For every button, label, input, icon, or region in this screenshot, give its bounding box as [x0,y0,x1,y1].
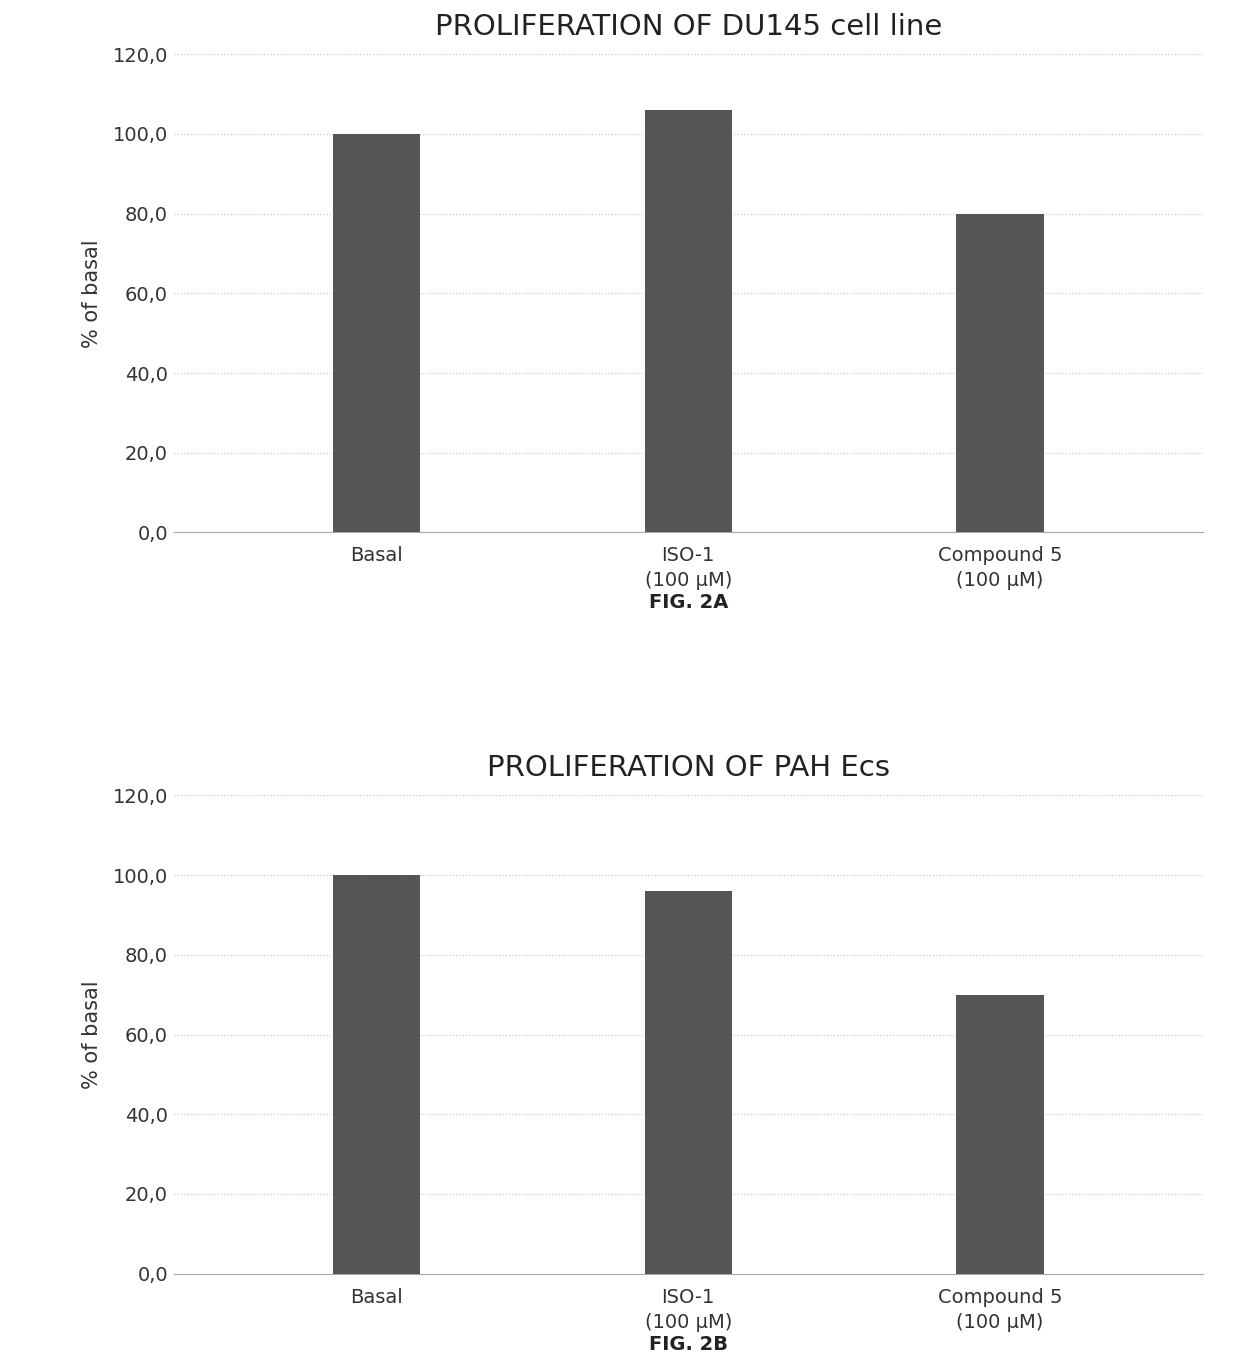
Bar [956,214,1044,533]
Bar [645,892,732,1274]
Bar [645,110,732,533]
Title: PROLIFERATION OF PAH Ecs: PROLIFERATION OF PAH Ecs [486,753,889,782]
Title: PROLIFERATION OF DU145 cell line: PROLIFERATION OF DU145 cell line [434,12,942,41]
Text: FIG. 2A: FIG. 2A [649,593,728,612]
Bar [332,134,420,533]
Y-axis label: % of basal: % of basal [82,238,102,348]
Y-axis label: % of basal: % of basal [82,980,102,1089]
Bar [956,995,1044,1274]
Text: FIG. 2B: FIG. 2B [649,1335,728,1354]
Bar [332,875,420,1274]
